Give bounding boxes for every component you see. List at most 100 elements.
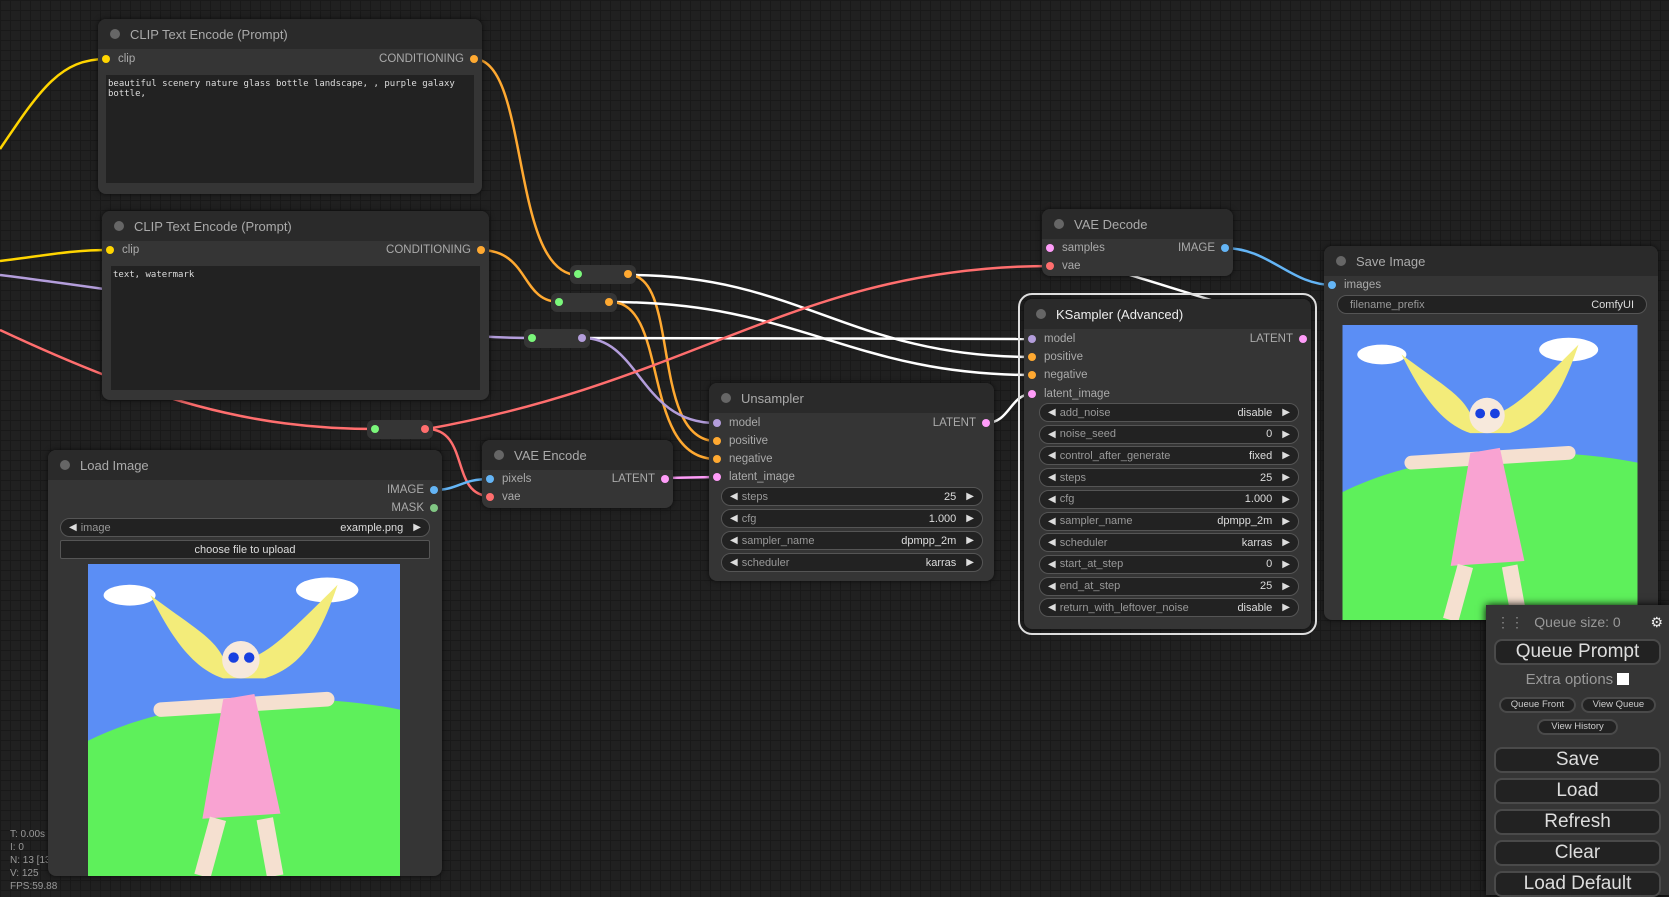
output-latent[interactable]: LATENT [1250,330,1307,348]
collapse-dot[interactable] [60,460,70,470]
collapse-dot[interactable] [494,450,504,460]
vae-decode-node[interactable]: VAE Decode samples vae IMAGE [1042,209,1233,276]
vae-encode-node[interactable]: VAE Encode pixels vae LATENT [482,440,673,508]
output-latent[interactable]: LATENT [933,414,990,432]
input-vae[interactable]: vae [1046,257,1081,275]
clip-text-encode-node-positive[interactable]: CLIP Text Encode (Prompt) clip CONDITION… [98,19,482,194]
node-title[interactable]: Unsampler [709,383,994,413]
arrow-right-icon[interactable]: ▶ [1282,472,1290,484]
output-image[interactable]: IMAGE [1178,239,1229,257]
input-model[interactable]: model [1028,330,1075,348]
load-button[interactable]: Load [1494,778,1661,804]
input-latent-image[interactable]: latent_image [1028,385,1110,403]
save-image-node[interactable]: Save Image images filename_prefix ComfyUI [1324,246,1658,620]
widget-steps[interactable]: ◀ steps 25 ▶ [1039,468,1299,488]
node-title[interactable]: Load Image [48,450,442,480]
widget-noise-seed[interactable]: ◀ noise_seed 0 ▶ [1039,424,1299,444]
widget-control-after-generate[interactable]: ◀ control_after_generate fixed ▶ [1039,446,1299,466]
arrow-left-icon[interactable]: ◀ [1048,515,1056,527]
arrow-left-icon[interactable]: ◀ [1048,472,1056,484]
view-queue-button[interactable]: View Queue [1580,697,1657,713]
widget-cfg[interactable]: ◀ cfg 1.000 ▶ [1039,489,1299,509]
filename-prefix-field[interactable]: filename_prefix ComfyUI [1337,295,1647,314]
output-image[interactable]: IMAGE [387,481,438,499]
clear-button[interactable]: Clear [1494,840,1661,866]
collapse-dot[interactable] [1336,256,1346,266]
reroute-node[interactable] [367,420,433,439]
widget-return-with-leftover-noise[interactable]: ◀ return_with_leftover_noise disable ▶ [1039,598,1299,618]
input-clip[interactable]: clip [106,241,139,259]
collapse-dot[interactable] [114,221,124,231]
output-conditioning[interactable]: CONDITIONING [379,50,478,68]
reroute-node[interactable] [551,293,617,312]
refresh-button[interactable]: Refresh [1494,809,1661,835]
arrow-right-icon[interactable]: ▶ [1282,407,1290,418]
ksampler-advanced-node[interactable]: KSampler (Advanced) model positive negat… [1018,293,1317,635]
view-history-button[interactable]: View History [1537,719,1618,735]
input-latent-image[interactable]: latent_image [713,468,795,486]
collapse-dot[interactable] [721,393,731,403]
upload-button[interactable]: choose file to upload [60,540,430,559]
arrow-left-icon[interactable]: ◀ [1048,558,1056,570]
unsampler-node[interactable]: Unsampler model positive negative latent… [709,383,994,581]
drag-handle-icon[interactable]: ⋮⋮ [1496,614,1524,630]
arrow-left-icon[interactable]: ◀ [1048,493,1056,505]
prompt-textarea[interactable]: text, watermark [111,266,480,390]
node-title[interactable]: CLIP Text Encode (Prompt) [98,19,482,49]
arrow-left-icon[interactable]: ◀ [1048,602,1056,614]
prompt-textarea[interactable]: beautiful scenery nature glass bottle la… [106,75,474,183]
widget-cfg[interactable]: ◀ cfg 1.000 ▶ [721,509,983,528]
widget-scheduler[interactable]: ◀ scheduler karras ▶ [1039,533,1299,553]
arrow-right-icon[interactable]: ▶ [1282,450,1290,462]
node-title[interactable]: KSampler (Advanced) [1024,299,1311,329]
node-title[interactable]: CLIP Text Encode (Prompt) [102,211,489,241]
extra-options-checkbox[interactable] [1617,673,1630,685]
output-latent[interactable]: LATENT [612,470,669,488]
queue-prompt-button[interactable]: Queue Prompt [1494,639,1661,665]
input-vae[interactable]: vae [486,488,521,506]
widget-end-at-step[interactable]: ◀ end_at_step 25 ▶ [1039,576,1299,596]
collapse-dot[interactable] [110,29,120,39]
input-positive[interactable]: positive [1028,348,1083,366]
clip-text-encode-node-negative[interactable]: CLIP Text Encode (Prompt) clip CONDITION… [102,211,489,400]
input-model[interactable]: model [713,414,760,432]
arrow-left-icon[interactable]: ◀ [1048,537,1056,549]
input-images[interactable]: images [1328,276,1381,294]
widget-start-at-step[interactable]: ◀ start_at_step 0 ▶ [1039,554,1299,574]
input-negative[interactable]: negative [1028,366,1087,384]
reroute-node[interactable] [570,265,636,284]
arrow-right-icon[interactable]: ▶ [1282,493,1290,505]
arrow-right-icon[interactable]: ▶ [1282,558,1290,570]
input-samples[interactable]: samples [1046,239,1105,257]
arrow-left-icon[interactable]: ◀ [1048,580,1056,592]
load-default-button[interactable]: Load Default [1494,871,1661,897]
arrow-right-icon[interactable]: ▶ [1282,515,1290,527]
gear-icon[interactable]: ⚙ [1650,614,1663,630]
arrow-left-icon[interactable]: ◀ [1048,450,1056,462]
image-combo[interactable]: ◀ image example.png ▶ [60,518,430,537]
input-pixels[interactable]: pixels [486,470,531,488]
collapse-dot[interactable] [1036,309,1046,319]
output-mask[interactable]: MASK [391,499,438,517]
arrow-left-icon[interactable]: ◀ [1048,407,1056,418]
input-positive[interactable]: positive [713,432,768,450]
save-button[interactable]: Save [1494,747,1661,773]
output-conditioning[interactable]: CONDITIONING [386,241,485,259]
arrow-right-icon[interactable]: ▶ [1282,428,1290,440]
collapse-dot[interactable] [1054,219,1064,229]
arrow-right-icon[interactable]: ▶ [1282,602,1290,614]
widget-sampler-name[interactable]: ◀ sampler_name dpmpp_2m ▶ [1039,511,1299,531]
load-image-node[interactable]: Load Image IMAGE MASK ◀ image example.png ▶… [48,450,442,876]
node-title[interactable]: VAE Decode [1042,209,1233,239]
node-title[interactable]: Save Image [1324,246,1658,276]
arrow-left-icon[interactable]: ◀ [1048,428,1056,440]
queue-front-button[interactable]: Queue Front [1498,697,1577,713]
arrow-right-icon[interactable]: ▶ [1282,537,1290,549]
widget-sampler-name[interactable]: ◀ sampler_name dpmpp_2m ▶ [721,531,983,550]
node-title[interactable]: VAE Encode [482,440,673,470]
widget-scheduler[interactable]: ◀ scheduler karras ▶ [721,553,983,572]
arrow-right-icon[interactable]: ▶ [1282,580,1290,592]
widget-add-noise[interactable]: ◀ add_noise disable ▶ [1039,403,1299,422]
reroute-node[interactable] [524,329,590,348]
input-negative[interactable]: negative [713,450,772,468]
